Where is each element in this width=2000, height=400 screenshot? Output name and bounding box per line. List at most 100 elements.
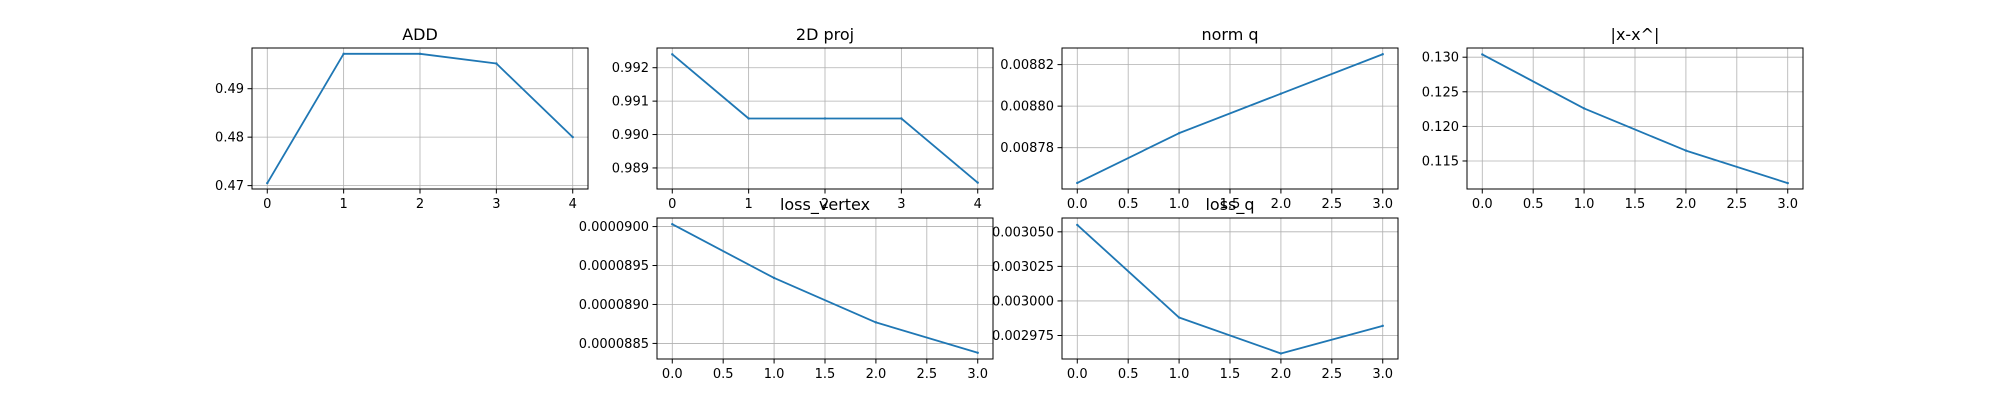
- data-point: [495, 62, 498, 65]
- y-tick-label: 0.003050: [992, 225, 1054, 240]
- x-tick-label: 3.0: [1372, 367, 1393, 382]
- x-tick-label: 3: [492, 197, 500, 212]
- data-point: [342, 52, 345, 56]
- x-tick-label: 2.0: [866, 367, 887, 382]
- x-tick-label: 2.5: [1726, 197, 1747, 212]
- y-tick-label: 0.49: [215, 82, 244, 97]
- y-tick-label: 0.003025: [992, 260, 1054, 275]
- x-tick-label: 1: [744, 197, 752, 212]
- x-tick-label: 1.5: [1220, 197, 1241, 212]
- y-tick-label: 0.0000900: [579, 220, 649, 235]
- data-point: [418, 52, 422, 56]
- data-point: [1177, 316, 1181, 319]
- chart-title: |x-x^|: [1611, 25, 1660, 44]
- x-tick-label: 1: [339, 197, 347, 212]
- chart-title: loss_q: [1205, 195, 1254, 215]
- chart-title: 2D proj: [796, 25, 854, 44]
- x-tick-label: 1.5: [1625, 197, 1646, 212]
- y-tick-label: 0.991: [612, 95, 649, 110]
- x-tick-label: 3.0: [1372, 197, 1393, 212]
- x-tick-label: 0.5: [1523, 197, 1544, 212]
- x-tick-label: 0.5: [1118, 367, 1139, 382]
- x-tick-label: 1.5: [1220, 367, 1241, 382]
- x-tick-label: 0.0: [1472, 197, 1493, 212]
- x-tick-label: 1.0: [1169, 197, 1190, 212]
- x-tick-label: 2.5: [1321, 197, 1342, 212]
- x-tick-label: 0.5: [713, 367, 734, 382]
- data-point: [671, 53, 674, 56]
- data-point: [571, 135, 574, 139]
- y-tick-label: 0.0000895: [579, 259, 649, 274]
- data-point: [1076, 181, 1079, 185]
- y-tick-label: 0.003000: [992, 294, 1054, 309]
- subplot-proj2d: 0 1 2 3 4 0.989 0.990 0.991 0.992 2D proj: [612, 25, 994, 212]
- x-tick-label: 2.5: [1321, 367, 1342, 382]
- subplot-absdiff: 0.0 0.5 1.0 1.5 2.0 2.5 3.0 0.115 0.120 0.125 0.13…: [1422, 25, 1804, 212]
- y-tick-label: 0.48: [215, 131, 244, 146]
- y-tick-label: 0.0000885: [579, 337, 649, 352]
- x-tick-label: 2.0: [1676, 197, 1697, 212]
- y-tick-label: 0.990: [612, 128, 649, 143]
- data-point: [874, 321, 878, 324]
- series-line: [1076, 53, 1384, 184]
- y-tick-label: 0.00878: [1000, 141, 1054, 156]
- x-tick-label: 0.0: [1067, 197, 1088, 212]
- y-tick-label: 0.115: [1422, 154, 1459, 169]
- y-tick-label: 0.47: [215, 179, 244, 194]
- x-tick-label: 3.0: [1777, 197, 1798, 212]
- chart-title: norm q: [1201, 25, 1258, 44]
- y-tick-label: 0.989: [612, 161, 649, 176]
- chart-title: loss_vertex: [780, 195, 870, 215]
- x-tick-label: 0: [668, 197, 676, 212]
- y-tick-label: 0.002975: [992, 329, 1054, 344]
- data-point: [823, 117, 827, 120]
- series-line: [671, 223, 978, 354]
- subplot-lossq: 0.0 0.5 1.0 1.5 2.0 2.5 3.0 0.002975 0.003000 0.0…: [992, 195, 1399, 382]
- x-tick-label: 0.5: [1118, 197, 1139, 212]
- data-point: [1381, 53, 1384, 56]
- x-tick-label: 3: [897, 197, 905, 212]
- data-point: [266, 181, 269, 185]
- subplot-add: 0 1 2 3 4 0.47 0.48 0.49 ADD: [215, 25, 589, 212]
- data-point: [1582, 107, 1586, 110]
- x-tick-label: 4: [974, 197, 982, 212]
- y-tick-label: 0.130: [1422, 51, 1459, 66]
- data-point: [976, 351, 979, 354]
- x-tick-label: 4: [569, 197, 577, 212]
- x-tick-label: 1.0: [764, 367, 785, 382]
- data-point: [1786, 181, 1789, 185]
- data-point: [772, 276, 776, 280]
- y-tick-label: 0.0000890: [579, 298, 649, 313]
- y-tick-label: 0.00882: [1000, 58, 1054, 73]
- x-tick-label: 2: [821, 197, 829, 212]
- data-point: [671, 223, 674, 226]
- x-tick-label: 2.5: [916, 367, 937, 382]
- x-tick-label: 1.0: [1169, 367, 1190, 382]
- data-point: [1076, 223, 1079, 227]
- data-point: [1684, 149, 1688, 152]
- x-tick-label: 0.0: [662, 367, 683, 382]
- x-tick-label: 0: [263, 197, 271, 212]
- series-line: [1076, 224, 1383, 355]
- data-point: [1481, 53, 1484, 56]
- data-point: [1177, 131, 1181, 135]
- subplot-normq: 0.0 0.5 1.0 1.5 2.0 2.5 3.0 0.00878 0.00880 0.008…: [1000, 25, 1399, 212]
- chart-title: ADD: [402, 25, 438, 44]
- subplot-lossvertex: 0.0 0.5 1.0 1.5 2.0 2.5 3.0 0.0000885 0.0000890 0…: [579, 195, 994, 382]
- series-line: [1481, 53, 1789, 184]
- data-point: [1279, 92, 1283, 95]
- data-point: [976, 181, 979, 184]
- y-tick-label: 0.00880: [1000, 100, 1054, 115]
- x-tick-label: 2.0: [1271, 197, 1292, 212]
- y-tick-label: 0.120: [1422, 120, 1459, 135]
- y-tick-label: 0.992: [612, 61, 649, 76]
- x-tick-label: 2: [416, 197, 424, 212]
- data-point: [747, 117, 750, 120]
- x-tick-label: 0.0: [1067, 367, 1088, 382]
- data-point: [900, 117, 903, 120]
- x-tick-label: 1.0: [1574, 197, 1595, 212]
- x-tick-label: 1.5: [815, 367, 836, 382]
- x-tick-label: 2.0: [1271, 367, 1292, 382]
- data-point: [1381, 324, 1384, 328]
